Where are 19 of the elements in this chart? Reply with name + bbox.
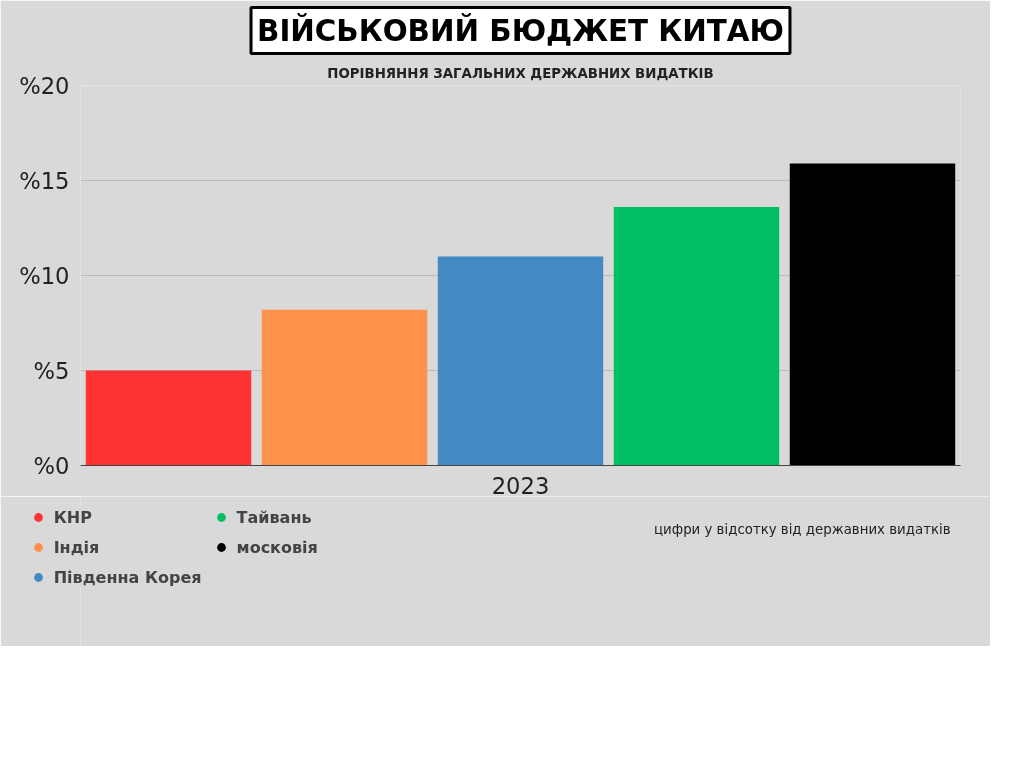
x-tick-label: 2023 xyxy=(491,472,550,499)
legend-label: Тайвань xyxy=(236,507,312,527)
y-tick-label: %0 xyxy=(33,452,70,479)
bar xyxy=(613,207,780,466)
chart-subtitle: ПОРІВНЯННЯ ЗАГАЛЬНИХ ДЕРЖАВНИХ ВИДАТКІВ xyxy=(327,65,714,81)
bar xyxy=(789,163,956,466)
bar xyxy=(85,370,252,466)
legend-label: Південна Корея xyxy=(53,567,202,587)
legend-label: Індія xyxy=(53,537,100,557)
chart-title: ВІЙСЬКОВИЙ БЮДЖЕТ КИТАЮ xyxy=(257,12,784,48)
bar xyxy=(437,256,604,466)
bar xyxy=(261,309,428,466)
y-tick-label: %20 xyxy=(19,72,70,99)
y-tick-label: %10 xyxy=(19,262,70,289)
legend-label: КНР xyxy=(53,507,92,527)
legend-label: московія xyxy=(236,537,318,557)
y-tick-label: %5 xyxy=(33,357,70,384)
text: цифри у відсотку від державних видатків xyxy=(654,521,951,537)
y-tick-label: %15 xyxy=(19,167,70,194)
